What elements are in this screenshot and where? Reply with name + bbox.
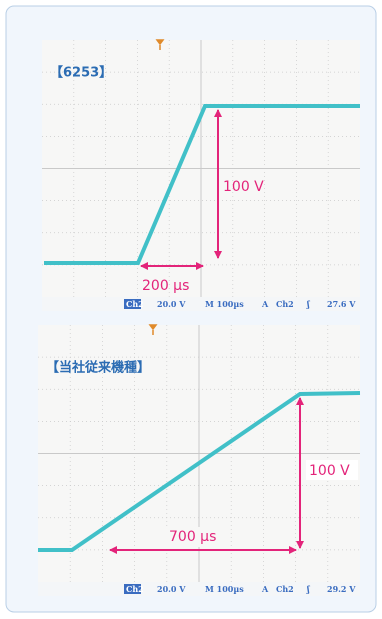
status-text: ʃ bbox=[306, 584, 311, 594]
voltage-label: 100 V bbox=[223, 179, 264, 195]
scope-grid bbox=[38, 325, 360, 582]
status-text: Ch2 bbox=[276, 584, 294, 594]
label-bg bbox=[166, 527, 226, 547]
voltage-label: 100 V bbox=[309, 463, 350, 479]
label-bg bbox=[306, 460, 358, 480]
status-text: Ch2 bbox=[276, 299, 294, 309]
status-text: A bbox=[261, 299, 269, 309]
channel-badge bbox=[124, 584, 141, 594]
time-label: 700 µs bbox=[169, 529, 216, 545]
status-text: M 100µs bbox=[205, 584, 244, 594]
status-text: 27.6 V bbox=[327, 299, 356, 309]
trigger-marker bbox=[155, 39, 165, 50]
status-bar bbox=[38, 582, 360, 596]
status-text: 29.2 V bbox=[327, 584, 356, 594]
status-text: Ch2 bbox=[126, 299, 144, 309]
channel-badge bbox=[124, 299, 141, 309]
panel-label: 【6253】 bbox=[50, 65, 112, 81]
status-text: 20.0 V bbox=[157, 299, 186, 309]
status-text: 20.0 V bbox=[157, 584, 186, 594]
status-text: Ch2 bbox=[126, 584, 144, 594]
trigger-marker bbox=[148, 324, 158, 335]
waveform bbox=[44, 104, 360, 265]
status-text: A bbox=[261, 584, 269, 594]
time-label: 200 µs bbox=[142, 278, 189, 294]
status-text: M 100µs bbox=[205, 299, 244, 309]
panel-label: 【当社従来機種】 bbox=[46, 360, 150, 376]
waveform bbox=[38, 391, 361, 552]
status-bar bbox=[42, 297, 360, 311]
status-text: ʃ bbox=[306, 299, 311, 309]
